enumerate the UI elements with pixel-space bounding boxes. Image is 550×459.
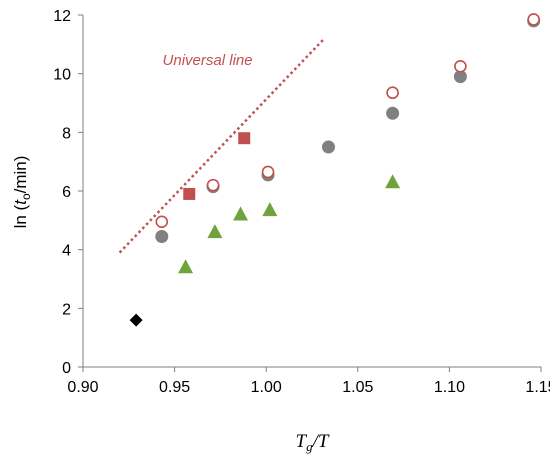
green-triangle-point [262,202,278,217]
green-triangle-point [207,224,223,239]
gray-circle-point [155,229,169,243]
x-tick-label: 0.95 [159,379,190,396]
y-tick-label: 8 [62,125,71,142]
data-points [129,13,541,327]
x-tick-label: 1.15 [525,379,550,396]
gray-circle-point [386,106,400,120]
y-tick-label: 10 [53,67,71,84]
universal-line-label: Universal line [163,52,253,69]
red-square-point [238,132,251,145]
x-axis-ticks: 0.90 0.95 1.00 1.05 1.10 1.15 [67,367,550,396]
plot-frame [82,15,541,368]
red-square-point [183,187,196,200]
open-circle-point [386,86,399,100]
open-circle-point [155,215,169,229]
black-diamond-point [129,313,143,327]
y-tick-label: 0 [62,360,71,377]
x-tick-label: 0.90 [67,379,98,396]
y-tick-label: 6 [62,184,71,201]
y-axis-title: ln (to/min) [11,156,33,229]
y-tick-label: 12 [53,8,71,25]
y-axis-ticks: 0 2 4 6 8 10 12 [53,8,83,377]
open-circle-point [261,165,275,179]
x-tick-label: 1.00 [251,379,282,396]
y-tick-label: 4 [62,243,71,260]
x-axis-title: Tg/T [296,431,330,454]
trend-lines [118,39,324,254]
open-circle-point [454,60,467,73]
x-tick-label: 1.05 [342,379,373,396]
green-triangle-point [385,174,401,189]
green-triangle-point [233,206,249,221]
universal-line [118,39,324,254]
annotations: Universal line [163,52,253,69]
gray-circle-point [453,70,467,84]
y-tick-label: 2 [62,301,71,318]
gray-circle-point [321,140,335,154]
open-circle-point [527,13,540,26]
x-tick-label: 1.10 [434,379,465,396]
green-triangle-point [178,259,194,274]
open-circle-point [206,178,220,192]
